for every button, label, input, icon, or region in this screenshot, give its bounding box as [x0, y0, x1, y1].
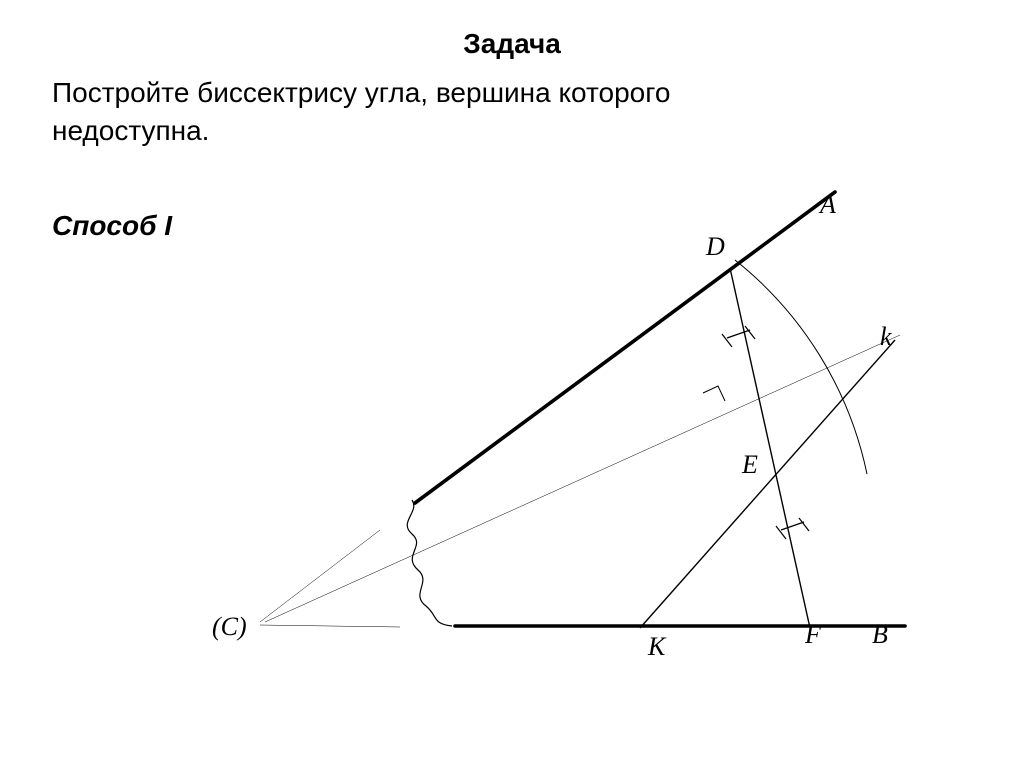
figure-canvas: Задача Постройте биссектрису угла, верши…: [0, 0, 1024, 768]
label-a: A: [820, 190, 836, 220]
ray-ca-thin: [260, 530, 380, 622]
label-f: F: [805, 620, 821, 650]
geometry-svg: [0, 0, 1024, 768]
label-b: B: [872, 620, 888, 650]
perpendicular-mark: [703, 386, 725, 401]
label-k-upper: K: [648, 632, 665, 662]
label-e: E: [742, 450, 758, 480]
label-k-line: k: [880, 322, 892, 352]
label-c: (C): [212, 612, 247, 642]
segment-df: [730, 268, 810, 628]
construction-arc: [735, 260, 867, 474]
ray-cb-thin: [260, 625, 400, 627]
label-d: D: [706, 232, 725, 262]
tick-ef: [776, 518, 809, 539]
vertex-break-squiggle: [407, 500, 452, 626]
ray-k: [640, 340, 895, 628]
tick-de: [722, 326, 755, 347]
